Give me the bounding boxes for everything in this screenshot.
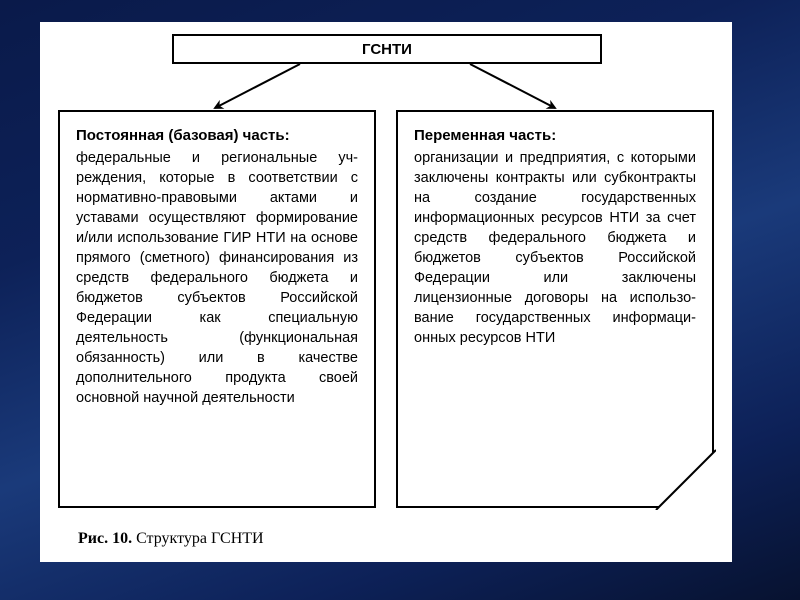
figure-caption: Рис. 10. Структура ГСНТИ — [78, 530, 264, 548]
leaf-permanent: Постоянная (базовая) часть: федеральные … — [58, 110, 376, 508]
leaf-variable: Переменная часть: организации и предприя… — [396, 110, 714, 508]
leaf-variable-title: Переменная часть: — [414, 126, 696, 146]
leaf-variable-body: организации и предприятия, с кото­рыми з… — [414, 148, 696, 348]
caption-text: Структура ГСНТИ — [132, 530, 263, 547]
root-label: ГСНТИ — [362, 41, 412, 58]
page-fold — [652, 446, 714, 508]
leaf-permanent-title: Постоянная (базовая) часть: — [76, 126, 358, 146]
leaf-permanent-body: федеральные и региональные уч­реждения, … — [76, 148, 358, 408]
caption-number: 10. — [112, 530, 132, 547]
root-node: ГСНТИ — [172, 34, 602, 64]
caption-prefix: Рис. — [78, 530, 112, 547]
